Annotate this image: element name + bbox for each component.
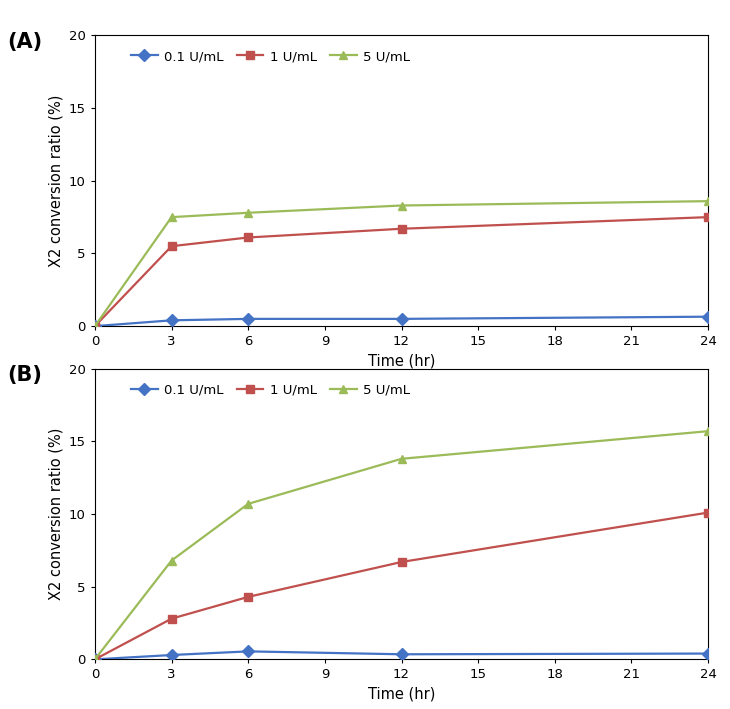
Line: 0.1 U/mL: 0.1 U/mL xyxy=(91,647,712,664)
1 U/mL xyxy=(244,233,253,242)
1 U/mL xyxy=(244,593,253,601)
Line: 1 U/mL: 1 U/mL xyxy=(91,508,712,664)
0.1 U/mL xyxy=(91,655,99,664)
0.1 U/mL xyxy=(91,322,99,330)
0.1 U/mL xyxy=(167,316,176,325)
Y-axis label: X2 conversion ratio (%): X2 conversion ratio (%) xyxy=(48,94,64,267)
1 U/mL xyxy=(704,508,712,517)
Legend: 0.1 U/mL, 1 U/mL, 5 U/mL: 0.1 U/mL, 1 U/mL, 5 U/mL xyxy=(126,45,415,69)
X-axis label: Time (hr): Time (hr) xyxy=(368,354,435,369)
1 U/mL xyxy=(91,322,99,330)
5 U/mL xyxy=(704,197,712,206)
Text: (A): (A) xyxy=(7,32,42,52)
1 U/mL xyxy=(397,225,406,233)
Line: 0.1 U/mL: 0.1 U/mL xyxy=(91,313,712,330)
5 U/mL xyxy=(91,655,99,664)
1 U/mL xyxy=(704,213,712,221)
1 U/mL xyxy=(167,242,176,250)
0.1 U/mL xyxy=(244,647,253,656)
Line: 5 U/mL: 5 U/mL xyxy=(91,427,712,664)
X-axis label: Time (hr): Time (hr) xyxy=(368,687,435,702)
5 U/mL xyxy=(91,322,99,330)
0.1 U/mL xyxy=(244,315,253,323)
5 U/mL xyxy=(704,427,712,435)
1 U/mL xyxy=(397,558,406,566)
5 U/mL xyxy=(244,208,253,217)
0.1 U/mL xyxy=(704,313,712,321)
0.1 U/mL xyxy=(397,315,406,323)
1 U/mL xyxy=(91,655,99,664)
Line: 5 U/mL: 5 U/mL xyxy=(91,197,712,330)
5 U/mL xyxy=(397,201,406,210)
0.1 U/mL xyxy=(704,649,712,658)
5 U/mL xyxy=(167,557,176,565)
Legend: 0.1 U/mL, 1 U/mL, 5 U/mL: 0.1 U/mL, 1 U/mL, 5 U/mL xyxy=(126,378,415,402)
5 U/mL xyxy=(244,500,253,508)
Text: (B): (B) xyxy=(7,365,42,385)
0.1 U/mL xyxy=(167,651,176,659)
Line: 1 U/mL: 1 U/mL xyxy=(91,213,712,330)
1 U/mL xyxy=(167,615,176,623)
Y-axis label: X2 conversion ratio (%): X2 conversion ratio (%) xyxy=(48,428,64,601)
0.1 U/mL xyxy=(397,650,406,659)
5 U/mL xyxy=(167,213,176,221)
5 U/mL xyxy=(397,454,406,463)
